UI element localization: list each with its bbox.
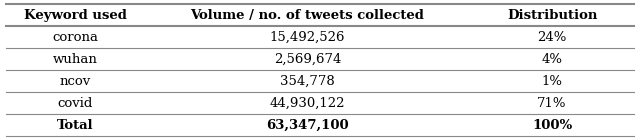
Text: 100%: 100% <box>532 119 572 132</box>
Text: 24%: 24% <box>538 31 567 44</box>
Text: corona: corona <box>52 31 99 44</box>
Text: Keyword used: Keyword used <box>24 9 127 22</box>
Text: ncov: ncov <box>60 75 91 88</box>
Text: 15,492,526: 15,492,526 <box>269 31 345 44</box>
Text: Total: Total <box>57 119 93 132</box>
Text: 354,778: 354,778 <box>280 75 335 88</box>
Text: wuhan: wuhan <box>53 53 98 66</box>
Text: 71%: 71% <box>538 97 567 110</box>
Text: 63,347,100: 63,347,100 <box>266 119 349 132</box>
Text: 2,569,674: 2,569,674 <box>274 53 341 66</box>
Text: Distribution: Distribution <box>507 9 597 22</box>
Text: Volume / no. of tweets collected: Volume / no. of tweets collected <box>191 9 424 22</box>
Text: 44,930,122: 44,930,122 <box>269 97 345 110</box>
Text: 4%: 4% <box>541 53 563 66</box>
Text: 1%: 1% <box>541 75 563 88</box>
Text: covid: covid <box>58 97 93 110</box>
